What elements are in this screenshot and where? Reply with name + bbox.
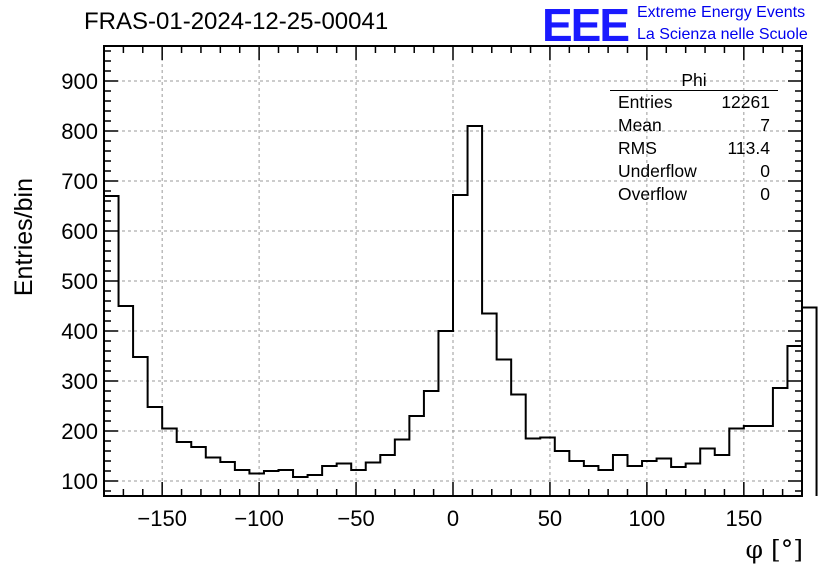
histogram-bin (133, 357, 148, 496)
histogram-bin (264, 471, 279, 496)
x-axis-label: φ [°] (746, 535, 803, 564)
stats-value: 12261 (721, 92, 770, 112)
histogram-series (103, 125, 818, 497)
histogram-bin (540, 438, 555, 497)
histogram-bin (671, 467, 686, 496)
y-tick-label: 300 (61, 369, 98, 394)
histogram-bin (235, 470, 250, 496)
histogram-bin (555, 451, 570, 496)
histogram-bin (482, 314, 497, 497)
histogram-bin (773, 388, 788, 496)
histogram-bin (802, 308, 817, 497)
stats-label: Entries (618, 92, 673, 112)
stats-value: 0 (760, 161, 770, 181)
axis-ticks (103, 46, 803, 496)
histogram-bin (279, 470, 294, 496)
histogram-bin (424, 391, 439, 496)
x-tick-label: −100 (234, 506, 284, 531)
x-tick-label: −50 (337, 506, 374, 531)
histogram-bin (337, 464, 352, 497)
stats-row: Underflow 0 (608, 160, 778, 183)
y-tick-label: 500 (61, 269, 98, 294)
y-tick-label: 600 (61, 219, 98, 244)
histogram-bin (206, 458, 221, 497)
histogram-bin (613, 455, 628, 496)
histogram-bin (322, 466, 337, 496)
logo-line-1: Extreme Energy Events (637, 4, 806, 21)
x-tick-label: 0 (447, 506, 459, 531)
x-tick-label: 100 (629, 506, 666, 531)
histogram-bin (642, 461, 657, 496)
histogram-bin (409, 416, 424, 496)
histogram-bin (584, 466, 599, 496)
histogram-bin (438, 331, 453, 496)
stats-label: Overflow (618, 184, 688, 204)
stats-value: 0 (760, 184, 770, 204)
histogram-bin (395, 440, 410, 497)
y-tick-label: 700 (61, 169, 98, 194)
histogram-bin (191, 447, 206, 496)
histogram-bin (758, 426, 773, 496)
histogram-bin (148, 407, 163, 496)
histogram-bin (380, 455, 395, 496)
histogram-bin (715, 455, 730, 496)
histogram-bin (351, 470, 366, 496)
stats-row: Overflow 0 (608, 183, 778, 206)
histogram-bin (700, 449, 715, 497)
histogram-bin (308, 475, 323, 496)
histogram-bin (249, 474, 264, 497)
histogram-bin (628, 466, 643, 496)
tick-labels: −150 −100 −50 0 50 100 150 100 200 300 400 500 600 70… (61, 69, 762, 531)
y-tick-label: 800 (61, 119, 98, 144)
stats-box: Phi Entries 12261 Mean 7 RMS 113.4 Under… (608, 70, 778, 206)
x-tick-label: 50 (538, 506, 562, 531)
histogram-bin (453, 195, 468, 496)
histogram-bin (569, 461, 584, 496)
histogram-bin (220, 462, 235, 496)
histogram-bin (177, 442, 192, 496)
histogram-bin (366, 463, 381, 497)
y-tick-label: 100 (61, 469, 98, 494)
stats-label: Mean (618, 115, 662, 135)
stats-value: 113.4 (727, 138, 771, 158)
histogram-bin (511, 395, 526, 497)
histogram-bin (729, 429, 744, 497)
histogram-outline (103, 125, 818, 496)
x-tick-label: −150 (137, 506, 187, 531)
stats-label: Underflow (618, 161, 697, 181)
x-tick-label: 150 (725, 506, 762, 531)
histogram-bin (657, 459, 672, 497)
histogram-bin (686, 464, 701, 497)
histogram-bin (468, 126, 483, 496)
y-axis-label: Entries/bin (10, 178, 38, 296)
stats-row: Entries 12261 (608, 91, 778, 114)
stats-label: RMS (618, 138, 657, 158)
histogram-bin (744, 426, 759, 496)
page-title: FRAS-01-2024-12-25-00041 (84, 8, 389, 35)
stats-row: RMS 113.4 (608, 137, 778, 160)
y-tick-label: 200 (61, 419, 98, 444)
histogram-bin (526, 439, 541, 497)
stats-value: 7 (760, 115, 770, 135)
logo-line-2: La Scienza nelle Scuole (637, 26, 808, 43)
histogram-bin (598, 470, 613, 496)
histogram-bin (293, 477, 308, 496)
eee-logo-mark: EEE (542, 0, 630, 51)
stats-row: Mean 7 (608, 114, 778, 137)
stats-title: Phi (610, 70, 778, 91)
y-tick-label: 900 (61, 69, 98, 94)
y-tick-label: 400 (61, 319, 98, 344)
histogram-bin (162, 429, 177, 497)
histogram-bin (497, 360, 512, 497)
histogram-bin (119, 306, 134, 496)
